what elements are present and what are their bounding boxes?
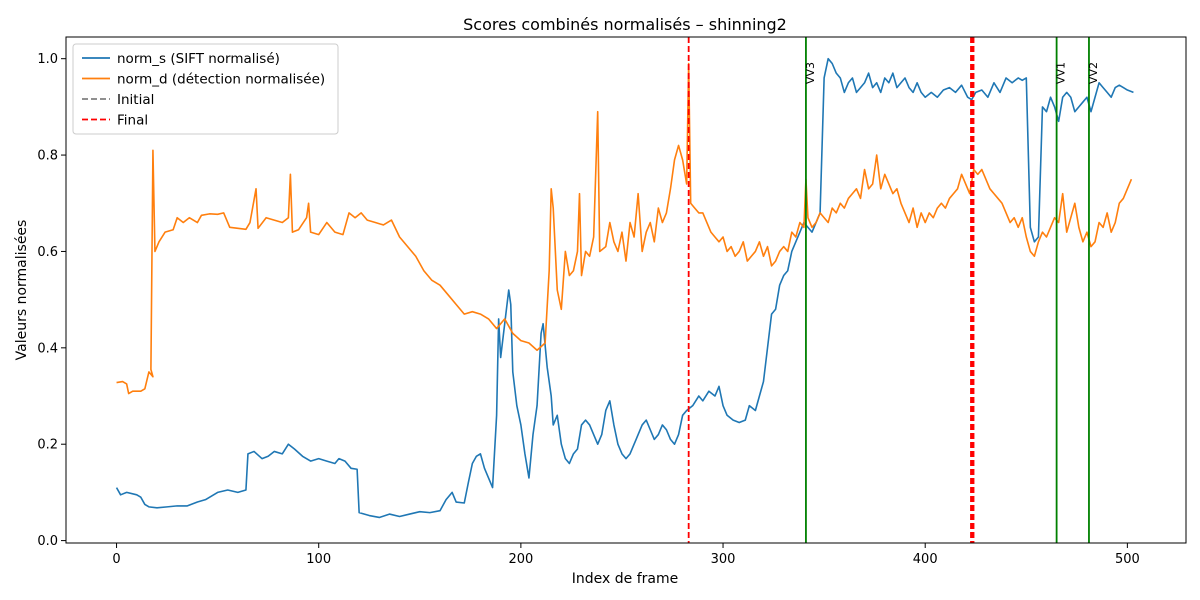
vline-label-5: VV2 bbox=[1087, 62, 1100, 84]
y-tick-label-5: 1.0 bbox=[37, 52, 58, 67]
y-tick-label-0: 0.0 bbox=[37, 534, 58, 549]
y-tick-label-2: 0.4 bbox=[37, 341, 58, 356]
series-line-1 bbox=[116, 62, 1133, 395]
legend-label-0: norm_s (SIFT normalisé) bbox=[117, 51, 280, 67]
y-tick-label-1: 0.2 bbox=[37, 438, 58, 453]
legend-label-2: Initial bbox=[117, 92, 154, 108]
vline-label-3: VV3 bbox=[804, 62, 817, 84]
y-tick-label-4: 0.8 bbox=[37, 149, 58, 164]
x-tick-label-2: 200 bbox=[508, 552, 533, 567]
axes-frame bbox=[65, 36, 1187, 544]
plot-area: VV3 VV1 VV2 bbox=[115, 37, 1134, 543]
vline-label-4: VV1 bbox=[1055, 62, 1068, 84]
x-tick-label-5: 500 bbox=[1115, 552, 1140, 567]
y-tick-label-3: 0.6 bbox=[37, 245, 58, 260]
legend-label-1: norm_d (détection normalisée) bbox=[117, 72, 325, 88]
x-axis-label: Index de frame bbox=[572, 571, 678, 587]
legend-label-3: Final bbox=[117, 113, 148, 129]
x-tick-label-1: 100 bbox=[306, 552, 331, 567]
y-axis-label: Valeurs normalisées bbox=[14, 220, 30, 361]
x-tick-label-4: 400 bbox=[913, 552, 938, 567]
series-line-0 bbox=[115, 57, 1134, 519]
x-tick-label-3: 300 bbox=[711, 552, 736, 567]
chart-title: Scores combinés normalisés – shinning2 bbox=[463, 15, 787, 34]
legend-box bbox=[72, 43, 339, 135]
legend: norm_s (SIFT normalisé) norm_d (détection… bbox=[72, 43, 339, 135]
x-tick-label-0: 0 bbox=[112, 552, 120, 567]
axes: 0 100 200 300 400 500 0.0 0.2 0.4 0.6 0.8 1.0 bbox=[37, 36, 1187, 567]
